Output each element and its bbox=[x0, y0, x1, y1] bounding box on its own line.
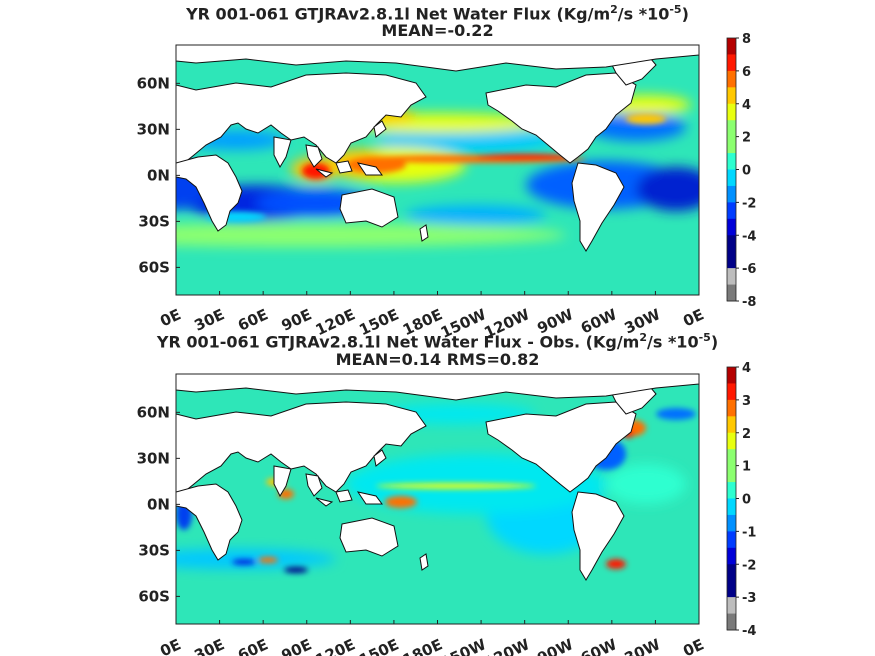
bottom-panel-subtitle: MEAN=0.14 RMS=0.82 bbox=[335, 350, 540, 369]
colorbar-tick-label: 8 bbox=[742, 32, 751, 47]
colorbar-tick-label: -4 bbox=[742, 229, 756, 244]
top-colorbar: 8 6 4 2 0 -2 -4 -6 -8 bbox=[726, 32, 756, 310]
colorbar-segment bbox=[727, 432, 736, 450]
colorbar-tick-label: -1 bbox=[742, 525, 756, 540]
x-tick-label-90e: 90E bbox=[279, 635, 315, 656]
colorbar-tick-label: 4 bbox=[742, 98, 751, 113]
y-tick-label-0n: 0N bbox=[147, 495, 170, 513]
top-map-panel: 60N 30N 0N 30S 60S 0E 30E 60E 90E120E150E180E150… bbox=[137, 44, 707, 342]
x-tick-label-150e: 150E bbox=[356, 635, 401, 656]
colorbar-segment bbox=[727, 218, 736, 236]
bottom-panel-title: YR 001-061 GTJRAv2.8.1l Net Water Flux -… bbox=[156, 331, 719, 352]
y-tick-label-60s: 60S bbox=[138, 587, 170, 605]
colorbar-tick-label: 1 bbox=[742, 460, 751, 475]
x-tick-label-180e: 180E bbox=[400, 305, 445, 339]
x-tick-label-30e: 30E bbox=[191, 635, 227, 656]
colorbar-segment bbox=[727, 498, 736, 516]
x-tick-label-150w: 150W bbox=[438, 305, 489, 342]
colorbar-tick-label: 2 bbox=[742, 131, 751, 146]
y-tick-label-0n: 0N bbox=[147, 166, 170, 184]
colorbar-tick-label: -3 bbox=[742, 591, 756, 606]
x-tick-label-90e: 90E bbox=[279, 305, 315, 334]
colorbar-segment bbox=[727, 87, 736, 105]
y-tick-label-60n: 60N bbox=[137, 74, 170, 92]
x-tick-label-60e: 60E bbox=[235, 305, 271, 334]
colorbar-segment bbox=[727, 70, 736, 88]
colorbar-segment bbox=[727, 202, 736, 220]
colorbar-tick-label: -6 bbox=[742, 262, 756, 277]
x-tick-label-0e: 0E bbox=[680, 305, 706, 330]
x-tick-label-0e: 0E bbox=[157, 305, 183, 330]
bottom-map-panel: 60N 30N 0N 30S 60S 0E 30E 60E 90E120E150E180E150… bbox=[137, 373, 707, 656]
colorbar-segment bbox=[727, 284, 736, 302]
x-tick-label-120w: 120W bbox=[481, 305, 532, 342]
colorbar-segment bbox=[727, 597, 736, 615]
x-tick-label-150e: 150E bbox=[356, 305, 401, 339]
x-tick-label-120e: 120E bbox=[313, 305, 358, 339]
top-panel-subtitle: MEAN=-0.22 bbox=[381, 21, 494, 40]
x-tick-label-180e: 180E bbox=[400, 635, 445, 656]
colorbar-segment bbox=[727, 103, 736, 121]
colorbar-tick-label: 2 bbox=[742, 427, 751, 442]
colorbar-segment bbox=[727, 235, 736, 253]
x-tick-label-60w: 60W bbox=[578, 635, 620, 656]
colorbar-segment bbox=[727, 580, 736, 598]
colorbar-segment bbox=[727, 531, 736, 549]
colorbar-segment bbox=[727, 169, 736, 187]
y-tick-label-30s: 30S bbox=[138, 541, 170, 559]
colorbar-segment bbox=[727, 251, 736, 269]
colorbar-segment bbox=[727, 465, 736, 483]
colorbar-segment bbox=[727, 367, 736, 384]
colorbar-segment bbox=[727, 449, 736, 467]
y-tick-label-30n: 30N bbox=[137, 449, 170, 467]
colorbar-segment bbox=[727, 416, 736, 434]
x-tick-label-120e: 120E bbox=[313, 635, 358, 656]
x-tick-label-90w: 90W bbox=[534, 305, 576, 337]
colorbar-segment bbox=[727, 38, 736, 55]
colorbar-segment bbox=[727, 268, 736, 286]
colorbar-tick-label: -8 bbox=[742, 295, 756, 310]
x-tick-label-60w: 60W bbox=[578, 305, 620, 337]
x-tick-label-0e: 0E bbox=[680, 635, 706, 656]
y-tick-label-60s: 60S bbox=[138, 258, 170, 276]
colorbar-segment bbox=[727, 383, 736, 401]
colorbar-segment bbox=[727, 482, 736, 499]
colorbar-tick-label: -2 bbox=[742, 558, 756, 573]
colorbar-segment bbox=[727, 399, 736, 417]
x-tick-label-0e: 0E bbox=[157, 635, 183, 656]
x-tick-label-60e: 60E bbox=[235, 635, 271, 656]
colorbar-tick-label: 6 bbox=[742, 65, 751, 80]
colorbar-tick-label: 3 bbox=[742, 394, 751, 409]
colorbar-segment bbox=[727, 547, 736, 565]
colorbar-segment bbox=[727, 136, 736, 154]
x-tick-label-90w: 90W bbox=[534, 635, 576, 656]
colorbar-tick-label: 0 bbox=[742, 164, 751, 179]
bottom-colorbar: 4 3 2 1 0 -1 -2 -3 -4 bbox=[726, 361, 756, 639]
x-tick-label-30w: 30W bbox=[622, 305, 664, 337]
y-tick-label-30s: 30S bbox=[138, 212, 170, 230]
colorbar-tick-label: 0 bbox=[742, 493, 751, 508]
x-tick-label-30w: 30W bbox=[622, 635, 664, 656]
colorbar-tick-label: -4 bbox=[742, 624, 756, 639]
x-tick-label-120w: 120W bbox=[481, 635, 532, 656]
colorbar-segment bbox=[727, 514, 736, 532]
colorbar-segment bbox=[727, 564, 736, 582]
colorbar-segment bbox=[727, 54, 736, 72]
x-tick-label-150w: 150W bbox=[438, 635, 489, 656]
y-tick-label-30n: 30N bbox=[137, 120, 170, 138]
colorbar-segment bbox=[727, 185, 736, 203]
colorbar-tick-label: 4 bbox=[742, 361, 751, 376]
colorbar-tick-label: -2 bbox=[742, 196, 756, 211]
top-panel-title: YR 001-061 GTJRAv2.8.1l Net Water Flux (… bbox=[186, 3, 689, 24]
y-tick-label-60n: 60N bbox=[137, 403, 170, 421]
colorbar-segment bbox=[727, 613, 736, 631]
x-tick-label-30e: 30E bbox=[191, 305, 227, 334]
colorbar-segment bbox=[727, 153, 736, 170]
colorbar-segment bbox=[727, 120, 736, 138]
